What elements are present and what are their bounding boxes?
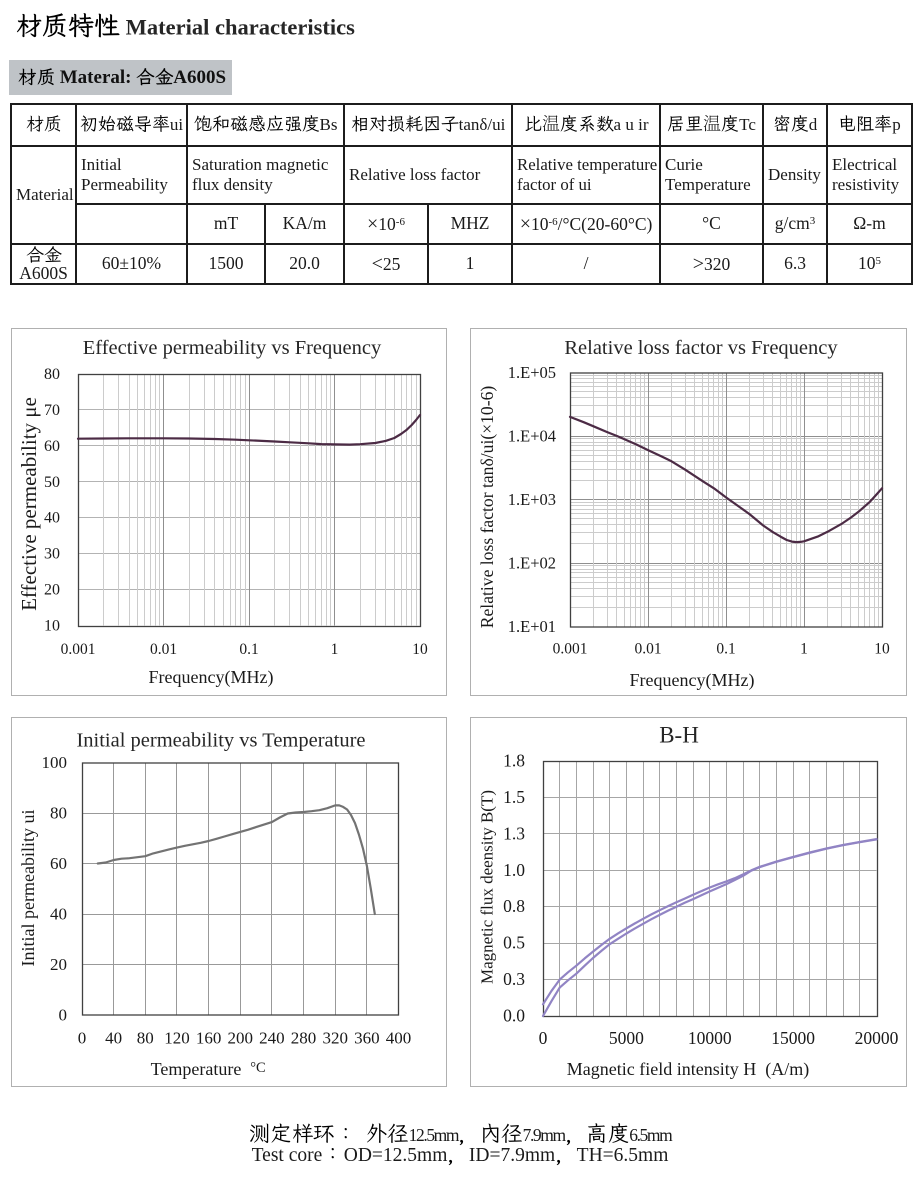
svg-text:40: 40 (44, 510, 60, 527)
svg-text:30: 30 (44, 546, 60, 563)
svg-text:0.01: 0.01 (150, 641, 177, 658)
svg-text:1.E+04: 1.E+04 (508, 427, 556, 446)
svg-text:Frequency(MHz): Frequency(MHz) (149, 667, 274, 688)
svg-text:160: 160 (196, 1029, 222, 1048)
svg-text:Effective permeability μe: Effective permeability μe (17, 397, 41, 611)
svg-text:Temperature: Temperature (151, 1059, 242, 1079)
svg-text:60: 60 (50, 854, 67, 873)
svg-text:0.0: 0.0 (503, 1006, 525, 1026)
svg-text:Relative loss factor vs Freque: Relative loss factor vs Frequency (564, 337, 838, 359)
svg-text:1.E+01: 1.E+01 (508, 617, 556, 636)
svg-text:B-H: B-H (659, 723, 699, 748)
svg-text:280: 280 (291, 1029, 317, 1048)
svg-text:100: 100 (42, 753, 68, 772)
svg-text:0.8: 0.8 (503, 896, 525, 916)
svg-text:0.1: 0.1 (239, 641, 258, 658)
svg-text:Initial permeability ui: Initial permeability ui (18, 810, 38, 967)
svg-text:40: 40 (105, 1029, 122, 1048)
svg-text:0.1: 0.1 (716, 641, 735, 658)
svg-text:10: 10 (412, 641, 428, 658)
svg-text:1.E+03: 1.E+03 (508, 490, 556, 509)
svg-text:0: 0 (78, 1029, 87, 1048)
svg-text:70: 70 (44, 402, 60, 419)
svg-text:Magnetic field intensity H (A: Magnetic field intensity H (A/m) (567, 1059, 809, 1080)
svg-text:1: 1 (331, 641, 339, 658)
svg-text:20: 20 (50, 955, 67, 974)
svg-text:Relative loss factor tanδ/ui(×: Relative loss factor tanδ/ui(×10-6) (477, 386, 497, 629)
svg-text:0.001: 0.001 (61, 641, 96, 658)
svg-text:Effective permeability vs Freq: Effective permeability vs Frequency (83, 337, 382, 359)
svg-text:1.8: 1.8 (503, 751, 525, 771)
svg-text:0.001: 0.001 (553, 641, 588, 658)
svg-text:1.3: 1.3 (503, 823, 525, 843)
svg-text:1.E+05: 1.E+05 (508, 363, 556, 382)
svg-text:360: 360 (354, 1029, 380, 1048)
svg-text:10: 10 (874, 641, 890, 658)
svg-text:1.0: 1.0 (503, 860, 525, 880)
svg-text:0.01: 0.01 (634, 641, 661, 658)
svg-text:0: 0 (59, 1006, 68, 1025)
svg-text:50: 50 (44, 474, 60, 491)
svg-text:80: 80 (137, 1029, 154, 1048)
svg-text:80: 80 (44, 366, 60, 383)
svg-text:5000: 5000 (609, 1028, 644, 1048)
svg-text:15000: 15000 (771, 1028, 815, 1048)
svg-text:40: 40 (50, 905, 67, 924)
svg-text:120: 120 (164, 1029, 190, 1048)
svg-text:10: 10 (44, 618, 60, 635)
svg-text:0: 0 (539, 1028, 548, 1048)
svg-text:Frequency(MHz): Frequency(MHz) (630, 670, 755, 691)
svg-text:80: 80 (50, 804, 67, 823)
svg-text:0.3: 0.3 (503, 969, 525, 989)
svg-text:°C: °C (250, 1060, 265, 1076)
svg-text:1.E+02: 1.E+02 (508, 554, 556, 573)
svg-text:10000: 10000 (688, 1028, 732, 1048)
svg-text:Initial permeability vs Temper: Initial permeability vs Temperature (76, 730, 365, 752)
svg-text:20: 20 (44, 582, 60, 599)
svg-text:1.5: 1.5 (503, 787, 525, 807)
svg-text:60: 60 (44, 438, 60, 455)
svg-text:240: 240 (259, 1029, 285, 1048)
svg-text:1: 1 (800, 641, 808, 658)
svg-text:320: 320 (322, 1029, 348, 1048)
svg-text:0.5: 0.5 (503, 933, 525, 953)
svg-text:Magnetic flux deensity B(T): Magnetic flux deensity B(T) (478, 790, 497, 984)
svg-text:200: 200 (228, 1029, 254, 1048)
svg-text:20000: 20000 (855, 1028, 899, 1048)
svg-text:400: 400 (386, 1029, 412, 1048)
